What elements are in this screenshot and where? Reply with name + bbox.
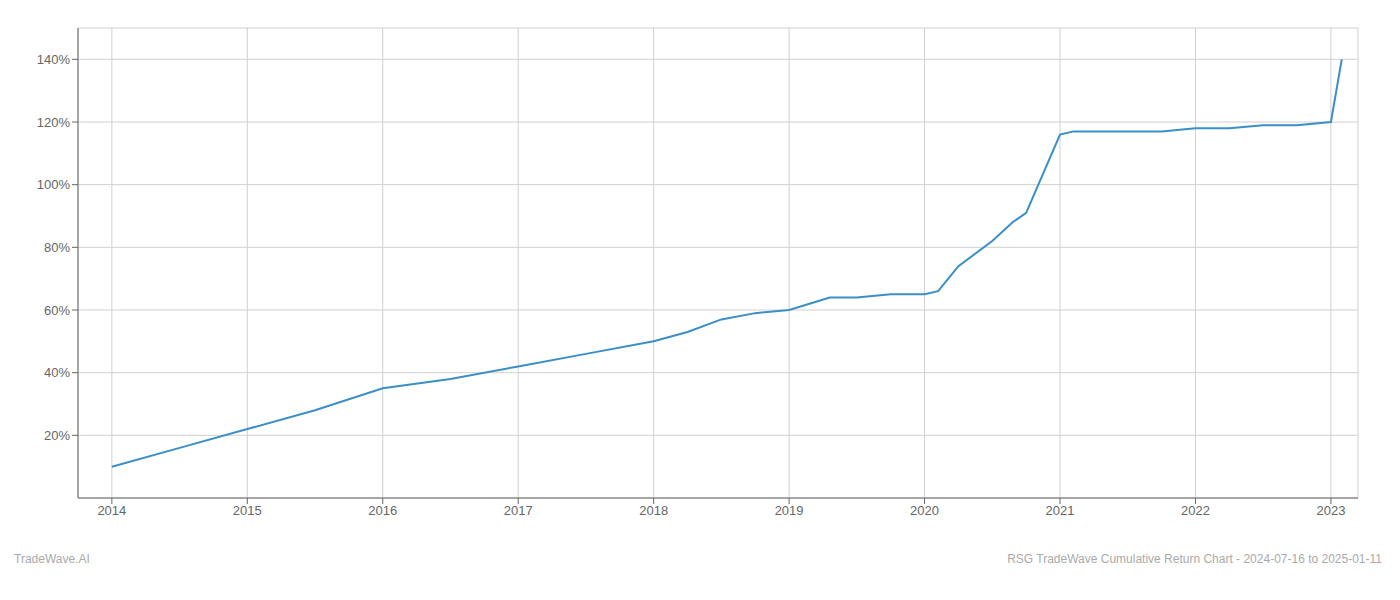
html-text:RSG TradeWave Cumulative Retur: RSG TradeWave Cumulative Return Chart - … [1007,552,1382,566]
svg-text:2021: 2021 [1046,503,1075,518]
svg-text:80%: 80% [44,240,70,255]
svg-text:2018: 2018 [639,503,668,518]
svg-text:60%: 60% [44,303,70,318]
svg-text:40%: 40% [44,365,70,380]
svg-text:100%: 100% [37,177,71,192]
svg-text:140%: 140% [37,52,71,67]
svg-text:2019: 2019 [775,503,804,518]
html-text:TradeWave.AI: TradeWave.AI [14,552,90,566]
svg-text:2022: 2022 [1181,503,1210,518]
svg-text:2020: 2020 [910,503,939,518]
svg-text:20%: 20% [44,428,70,443]
svg-text:2017: 2017 [504,503,533,518]
svg-text:2016: 2016 [368,503,397,518]
svg-text:2023: 2023 [1316,503,1345,518]
svg-text:120%: 120% [37,115,71,130]
svg-text:2014: 2014 [97,503,126,518]
svg-text:2015: 2015 [233,503,262,518]
